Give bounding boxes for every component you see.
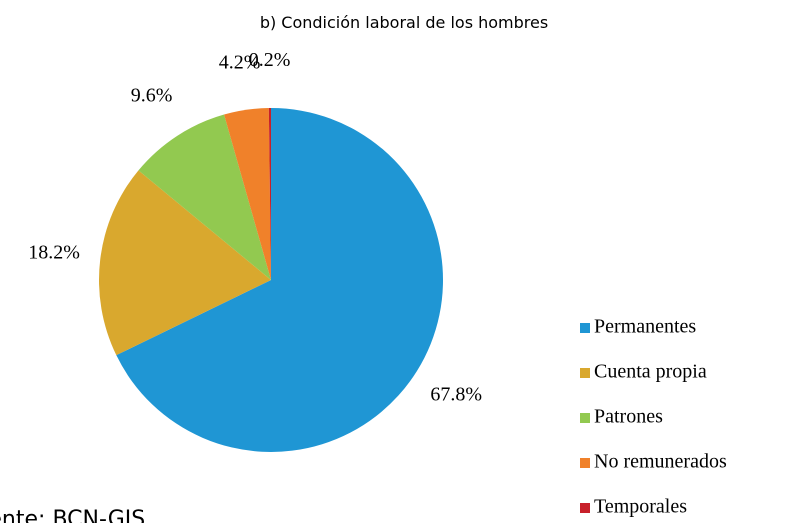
pie-slice [268,108,271,280]
legend-label: No remunerados [594,451,727,473]
legend-swatch [580,458,590,468]
pie-slice [138,114,271,280]
data-label: 0.2% [249,49,291,71]
data-label: 18.2% [28,242,80,264]
pie-slice [116,108,444,452]
data-label: 67.8% [430,383,482,405]
source: Fuente: BCN-GIS [0,507,145,523]
legend-label: Patrones [594,406,663,428]
legend-swatch [580,413,590,423]
legend-swatch [580,368,590,378]
data-label: 9.6% [131,85,173,107]
legend-label: Temporales [594,496,687,518]
legend-label: Permanentes [594,316,696,338]
data-label: 4.2% [219,51,261,73]
pie-slice [224,108,271,280]
legend-swatch [580,503,590,513]
legend-label: Cuenta propia [594,361,707,383]
legend-swatch [580,323,590,333]
chart-title: b) Condición laboral de los hombres [260,13,548,32]
pie-slice [99,170,272,356]
